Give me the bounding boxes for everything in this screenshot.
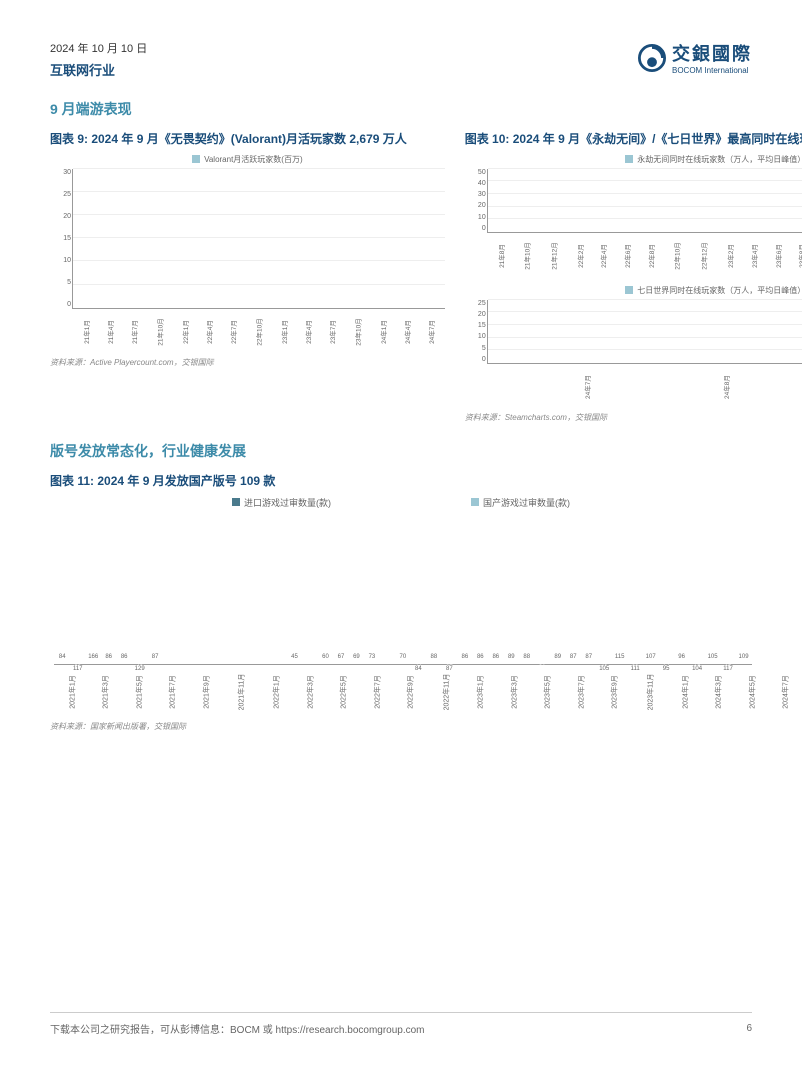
chart11-plot: 8433117166868643129874560676973704484882… (54, 515, 752, 665)
chart10a-legend: 永劫无间同时在线玩家数（万人，平均日峰值） (465, 154, 802, 165)
report-sector: 互联网行业 (50, 60, 147, 79)
chart11-xaxis: 2021年1月2021年3月2021年5月2021年7月2021年9月2021年… (54, 667, 752, 717)
chart9-yaxis: 302520151050 (51, 169, 71, 308)
legend-box-import (232, 498, 240, 506)
chart11-container: 图表 11: 2024 年 9 月发放国产版号 109 款 进口游戏过审数量(款… (50, 473, 752, 732)
chart9-title: 图表 9: 2024 年 9 月《无畏契约》(Valorant)月活玩家数 2,… (50, 131, 445, 148)
chart10b-legend-box (625, 286, 633, 294)
chart9-bars (73, 169, 445, 308)
logo-en: BOCOM International (672, 66, 752, 75)
charts-row-1: 图表 9: 2024 年 9 月《无畏契约》(Valorant)月活玩家数 2,… (50, 131, 752, 423)
chart10a-yaxis: 50403020100 (466, 169, 486, 232)
chart11-legend-domestic: 国产游戏过审数量(款) (471, 496, 570, 509)
logo-text: 交銀國際 BOCOM International (672, 40, 752, 75)
chart10b-plot: 2520151050 (487, 300, 802, 364)
chart10b-xaxis: 24年7月24年8月24年9月 (487, 366, 802, 408)
chart10b-bars (488, 300, 802, 363)
chart9-container: 图表 9: 2024 年 9 月《无畏契约》(Valorant)月活玩家数 2,… (50, 131, 445, 423)
chart11-title: 图表 11: 2024 年 9 月发放国产版号 109 款 (50, 473, 752, 490)
chart9-plot: 302520151050 (72, 169, 445, 309)
company-logo: 交銀國際 BOCOM International (638, 40, 752, 75)
chart9-legend-box (192, 155, 200, 163)
page-header: 2024 年 10 月 10 日 互联网行业 交銀國際 BOCOM Intern… (50, 40, 752, 79)
chart10-title: 图表 10: 2024 年 9 月《永劫无间》/《七日世界》最高同时在线玩家平均… (465, 131, 802, 148)
report-date: 2024 年 10 月 10 日 (50, 40, 147, 56)
chart10b-yaxis: 2520151050 (466, 300, 486, 363)
chart11-bars: 8433117166868643129874560676973704484882… (54, 515, 752, 664)
legend-box-domestic (471, 498, 479, 506)
logo-cn: 交銀國際 (672, 40, 752, 66)
chart9-legend: Valorant月活跃玩家数(百万) (50, 154, 445, 165)
chart10b-legend-text: 七日世界同时在线玩家数（万人，平均日峰值） (637, 285, 802, 296)
chart9-legend-text: Valorant月活跃玩家数(百万) (204, 154, 303, 165)
chart9-source: 资料来源：Active Playercount.com，交银国际 (50, 357, 445, 368)
bocom-logo-icon (638, 44, 666, 72)
chart10a-legend-box (625, 155, 633, 163)
chart10b: 七日世界同时在线玩家数（万人，平均日峰值） 2520151050 24年7月24… (465, 285, 802, 423)
chart11-legend: 进口游戏过审数量(款) 国产游戏过审数量(款) (50, 496, 752, 509)
chart11-source: 资料来源：国家新闻出版署，交银国际 (50, 721, 752, 732)
chart11-legend-import: 进口游戏过审数量(款) (232, 496, 331, 509)
chart10-container: 图表 10: 2024 年 9 月《永劫无间》/《七日世界》最高同时在线玩家平均… (465, 131, 802, 423)
page-footer: 下载本公司之研究报告，可从彭博信息：BOCM 或 https://researc… (50, 1012, 752, 1036)
chart10a-bars (488, 169, 802, 232)
chart10a-xaxis: 21年8月21年10月21年12月22年2月22年4月22年6月22年8月22年… (487, 235, 802, 277)
chart10-source: 资料来源：Steamcharts.com，交银国际 (465, 412, 802, 423)
chart10b-legend: 七日世界同时在线玩家数（万人，平均日峰值） (465, 285, 802, 296)
chart9-xaxis: 21年1月21年4月21年7月21年10月22年1月22年4月22年7月22年1… (72, 311, 445, 353)
chart10a-plot: 50403020100 (487, 169, 802, 233)
header-meta: 2024 年 10 月 10 日 互联网行业 (50, 40, 147, 79)
chart10a: 永劫无间同时在线玩家数（万人，平均日峰值） 50403020100 21年8月2… (465, 154, 802, 277)
footer-text: 下载本公司之研究报告，可从彭博信息：BOCM 或 https://researc… (50, 1021, 425, 1036)
chart10a-legend-text: 永劫无间同时在线玩家数（万人，平均日峰值） (637, 154, 802, 165)
section2-title: 版号发放常态化，行业健康发展 (50, 441, 752, 461)
page-number: 6 (746, 1023, 752, 1034)
section1-title: 9 月端游表现 (50, 99, 752, 119)
